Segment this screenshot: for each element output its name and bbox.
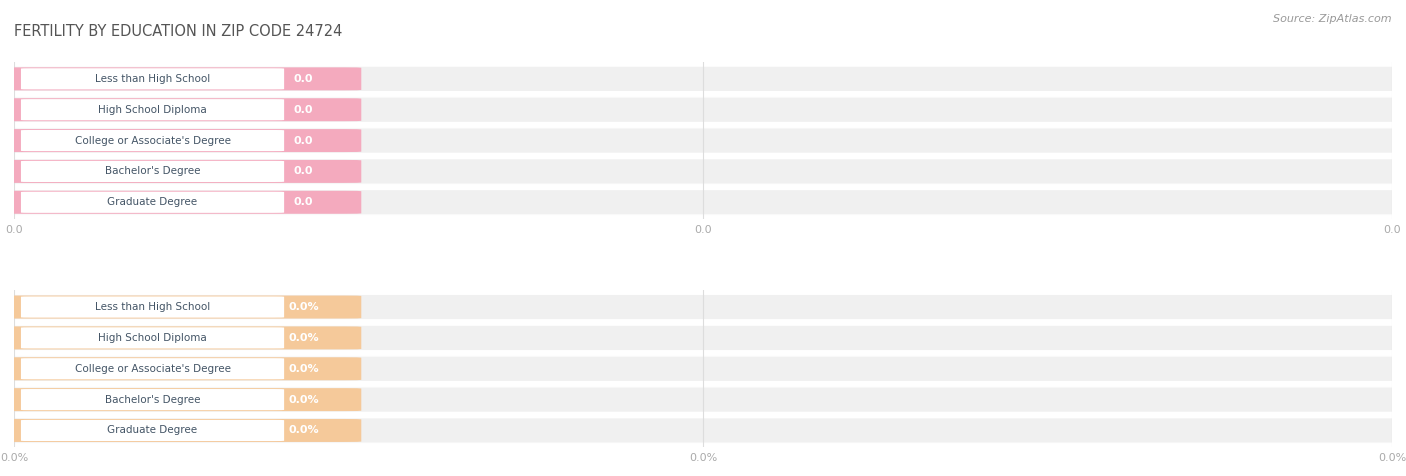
Text: Graduate Degree: Graduate Degree (107, 426, 198, 436)
Text: College or Associate's Degree: College or Associate's Degree (75, 136, 231, 146)
FancyBboxPatch shape (21, 327, 284, 348)
Text: High School Diploma: High School Diploma (98, 105, 207, 115)
Text: 0.0: 0.0 (294, 74, 314, 84)
FancyBboxPatch shape (0, 294, 1406, 320)
FancyBboxPatch shape (0, 419, 361, 442)
Text: 0.0%: 0.0% (288, 302, 319, 312)
Text: 0.0%: 0.0% (288, 426, 319, 436)
Text: 0.0: 0.0 (294, 136, 314, 146)
FancyBboxPatch shape (0, 189, 1406, 215)
FancyBboxPatch shape (0, 388, 361, 411)
FancyBboxPatch shape (0, 357, 361, 380)
Text: Less than High School: Less than High School (96, 74, 209, 84)
FancyBboxPatch shape (21, 161, 284, 182)
FancyBboxPatch shape (0, 356, 1406, 382)
Text: 0.0: 0.0 (294, 105, 314, 115)
FancyBboxPatch shape (0, 160, 361, 183)
Text: 0.0%: 0.0% (288, 333, 319, 343)
Text: Bachelor's Degree: Bachelor's Degree (105, 395, 200, 405)
Text: 0.0%: 0.0% (288, 364, 319, 374)
Text: High School Diploma: High School Diploma (98, 333, 207, 343)
FancyBboxPatch shape (21, 192, 284, 213)
Text: Less than High School: Less than High School (96, 302, 209, 312)
FancyBboxPatch shape (0, 327, 361, 349)
FancyBboxPatch shape (21, 297, 284, 317)
FancyBboxPatch shape (21, 420, 284, 441)
FancyBboxPatch shape (21, 99, 284, 120)
FancyBboxPatch shape (0, 417, 1406, 443)
FancyBboxPatch shape (21, 130, 284, 151)
FancyBboxPatch shape (0, 387, 1406, 412)
FancyBboxPatch shape (0, 68, 361, 90)
FancyBboxPatch shape (0, 128, 1406, 153)
Text: Bachelor's Degree: Bachelor's Degree (105, 167, 200, 177)
FancyBboxPatch shape (21, 389, 284, 410)
Text: 0.0%: 0.0% (288, 395, 319, 405)
FancyBboxPatch shape (0, 159, 1406, 184)
FancyBboxPatch shape (0, 325, 1406, 351)
FancyBboxPatch shape (0, 129, 361, 152)
FancyBboxPatch shape (0, 98, 361, 121)
FancyBboxPatch shape (21, 68, 284, 89)
Text: Source: ZipAtlas.com: Source: ZipAtlas.com (1274, 14, 1392, 24)
Text: Graduate Degree: Graduate Degree (107, 197, 198, 207)
FancyBboxPatch shape (21, 358, 284, 379)
FancyBboxPatch shape (0, 66, 1406, 92)
Text: College or Associate's Degree: College or Associate's Degree (75, 364, 231, 374)
FancyBboxPatch shape (0, 191, 361, 214)
Text: 0.0: 0.0 (294, 167, 314, 177)
FancyBboxPatch shape (0, 97, 1406, 122)
FancyBboxPatch shape (0, 296, 361, 318)
Text: FERTILITY BY EDUCATION IN ZIP CODE 24724: FERTILITY BY EDUCATION IN ZIP CODE 24724 (14, 24, 343, 39)
Text: 0.0: 0.0 (294, 197, 314, 207)
